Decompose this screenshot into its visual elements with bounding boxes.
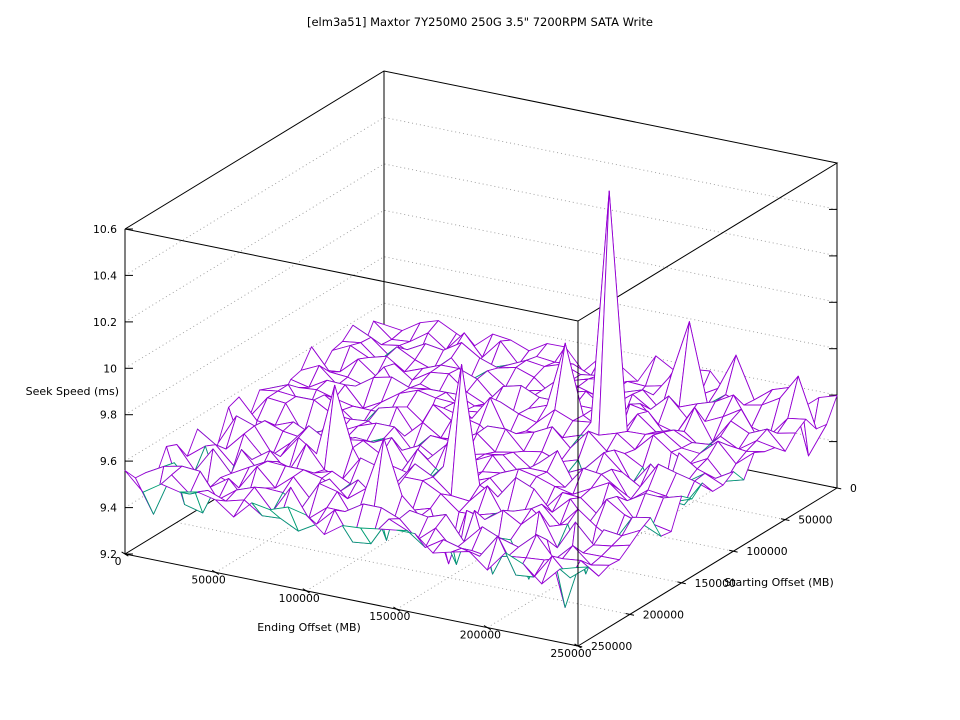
tick-label: 9.4 <box>100 502 117 515</box>
tick-label: 10 <box>103 362 117 375</box>
z-axis: 9.2 9.4 9.6 9.8 10 10.2 10.4 10.6 <box>93 163 838 561</box>
z-axis-label: Seek Speed (ms) <box>26 385 119 398</box>
x-axis: 0 50000 100000 150000 200000 250000 <box>115 551 592 660</box>
tick-label: 0 <box>115 555 122 568</box>
tick-label: 9.6 <box>100 455 117 468</box>
y-axis: 0 50000 100000 150000 200000 250000 <box>573 482 857 653</box>
tick-label: 100000 <box>746 545 787 558</box>
tick-label: 10.2 <box>93 316 117 329</box>
tick-label: 10.6 <box>93 223 117 236</box>
tick-label: 9.8 <box>100 409 117 422</box>
tick-label: 250000 <box>591 640 632 653</box>
tick-label: 50000 <box>798 514 832 527</box>
tick-label: 200000 <box>643 608 684 621</box>
tick-label: 150000 <box>695 577 736 590</box>
tick-label: 9.2 <box>100 548 117 561</box>
tick-label: 10.4 <box>93 269 117 282</box>
tick-label: 100000 <box>279 592 320 605</box>
tick-label: 0 <box>850 482 857 495</box>
chart-title: [elm3a51] Maxtor 7Y250M0 250G 3.5" 7200R… <box>307 15 653 29</box>
x-axis-label: Ending Offset (MB) <box>257 621 361 634</box>
tick-label: 150000 <box>369 610 410 623</box>
surface-mesh <box>124 190 838 608</box>
tick-label: 50000 <box>191 573 225 586</box>
tick-label: 200000 <box>460 629 501 642</box>
y-axis-label: Starting Offset (MB) <box>724 576 834 589</box>
tick-label: 250000 <box>550 647 591 660</box>
